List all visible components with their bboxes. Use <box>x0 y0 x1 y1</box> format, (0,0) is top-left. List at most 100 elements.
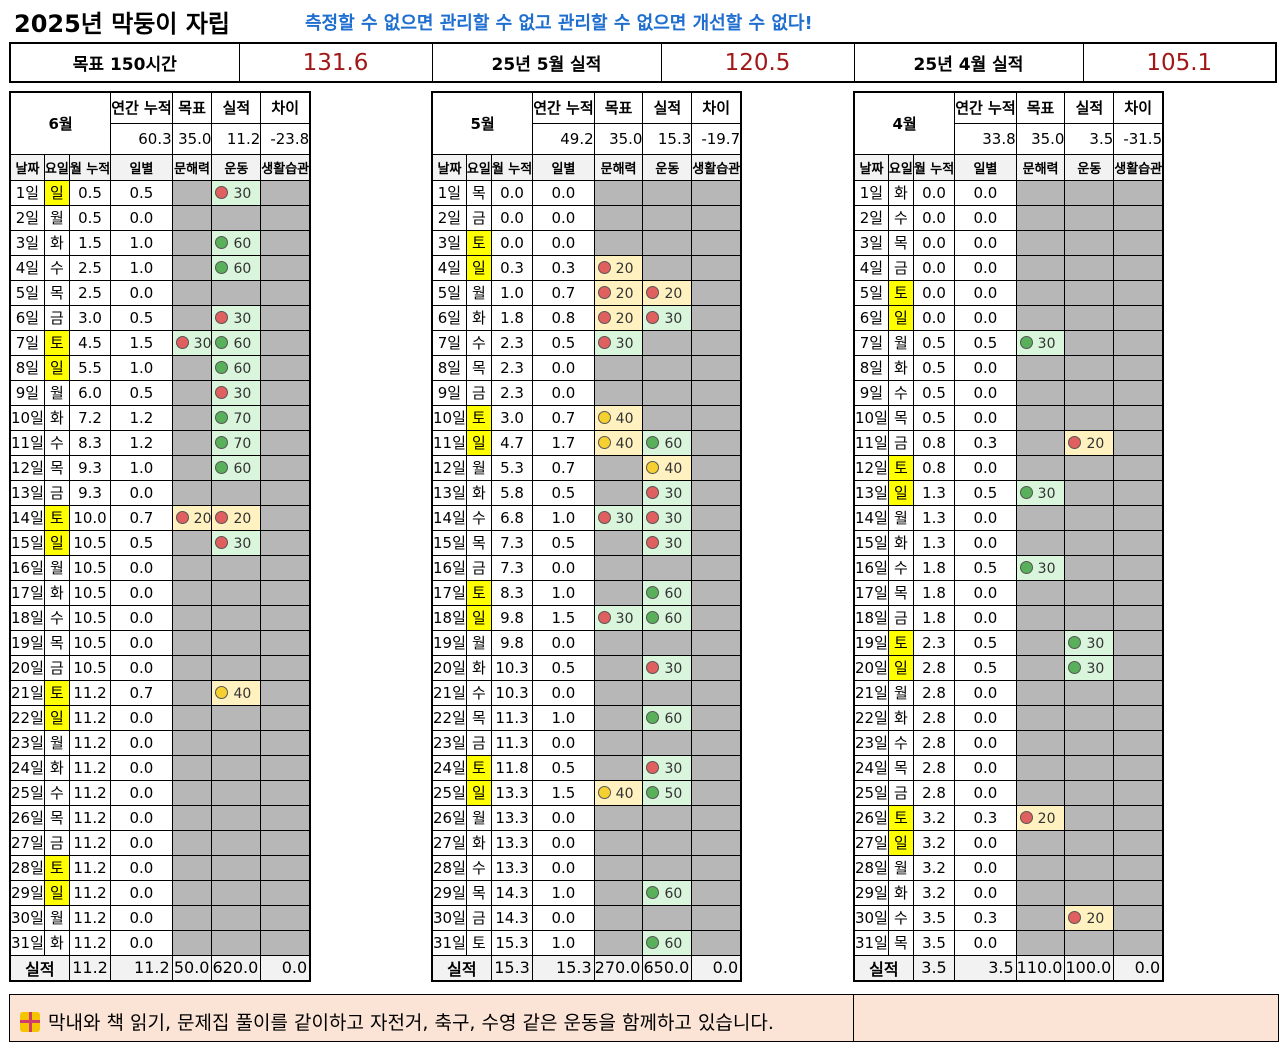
exercise-empty[interactable] <box>1064 229 1115 256</box>
exercise-cell[interactable]: 20 <box>1064 904 1115 931</box>
summary-may-value[interactable]: 120.5 <box>660 42 855 83</box>
literacy-cell[interactable]: 30 <box>593 504 644 531</box>
exercise-empty[interactable] <box>1064 754 1115 781</box>
exercise-empty[interactable] <box>211 854 262 881</box>
habits-cell[interactable] <box>1113 904 1164 931</box>
habits-cell[interactable] <box>260 804 311 831</box>
habits-cell[interactable] <box>1113 629 1164 656</box>
exercise-cell[interactable]: 30 <box>642 304 693 331</box>
literacy-empty[interactable] <box>171 929 213 956</box>
literacy-empty[interactable] <box>593 529 644 556</box>
exercise-empty[interactable] <box>1064 404 1115 431</box>
literacy-empty[interactable] <box>593 179 644 206</box>
literacy-empty[interactable] <box>593 829 644 856</box>
exercise-empty[interactable] <box>642 254 693 281</box>
exercise-empty[interactable] <box>211 279 262 306</box>
habits-cell[interactable] <box>1113 804 1164 831</box>
exercise-empty[interactable] <box>1064 704 1115 731</box>
exercise-empty[interactable] <box>211 754 262 781</box>
habits-cell[interactable] <box>691 329 742 356</box>
literacy-empty[interactable] <box>593 629 644 656</box>
exercise-cell[interactable]: 40 <box>642 454 693 481</box>
literacy-cell[interactable]: 40 <box>593 779 644 806</box>
habits-cell[interactable] <box>691 754 742 781</box>
exercise-cell[interactable]: 60 <box>642 429 693 456</box>
habits-cell[interactable] <box>691 704 742 731</box>
exercise-cell[interactable]: 50 <box>642 779 693 806</box>
exercise-empty[interactable] <box>211 879 262 906</box>
literacy-empty[interactable] <box>593 929 644 956</box>
literacy-empty[interactable] <box>171 254 213 281</box>
literacy-empty[interactable] <box>1015 729 1066 756</box>
habits-cell[interactable] <box>691 254 742 281</box>
literacy-empty[interactable] <box>171 379 213 406</box>
exercise-cell[interactable]: 60 <box>211 254 262 281</box>
literacy-empty[interactable] <box>171 629 213 656</box>
habits-cell[interactable] <box>260 829 311 856</box>
literacy-empty[interactable] <box>171 479 213 506</box>
habits-cell[interactable] <box>1113 679 1164 706</box>
habits-cell[interactable] <box>260 179 311 206</box>
habits-cell[interactable] <box>1113 754 1164 781</box>
exercise-cell[interactable]: 60 <box>211 454 262 481</box>
exercise-empty[interactable] <box>642 804 693 831</box>
habits-cell[interactable] <box>691 729 742 756</box>
literacy-empty[interactable] <box>593 879 644 906</box>
exercise-empty[interactable] <box>1064 379 1115 406</box>
exercise-empty[interactable] <box>1064 454 1115 481</box>
literacy-empty[interactable] <box>593 204 644 231</box>
exercise-empty[interactable] <box>211 204 262 231</box>
habits-cell[interactable] <box>260 429 311 456</box>
exercise-cell[interactable]: 40 <box>211 679 262 706</box>
literacy-empty[interactable] <box>1015 229 1066 256</box>
exercise-cell[interactable]: 60 <box>642 704 693 731</box>
exercise-cell[interactable]: 60 <box>211 229 262 256</box>
literacy-empty[interactable] <box>1015 504 1066 531</box>
habits-cell[interactable] <box>1113 304 1164 331</box>
habits-cell[interactable] <box>1113 479 1164 506</box>
habits-cell[interactable] <box>1113 379 1164 406</box>
habits-cell[interactable] <box>260 479 311 506</box>
exercise-empty[interactable] <box>1064 679 1115 706</box>
habits-cell[interactable] <box>691 604 742 631</box>
habits-cell[interactable] <box>691 354 742 381</box>
exercise-empty[interactable] <box>1064 779 1115 806</box>
literacy-empty[interactable] <box>171 304 213 331</box>
summary-april-value[interactable]: 105.1 <box>1082 42 1277 83</box>
exercise-cell[interactable]: 70 <box>211 404 262 431</box>
habits-cell[interactable] <box>1113 554 1164 581</box>
habits-cell[interactable] <box>1113 179 1164 206</box>
exercise-empty[interactable] <box>211 904 262 931</box>
habits-cell[interactable] <box>260 629 311 656</box>
habits-cell[interactable] <box>260 754 311 781</box>
literacy-empty[interactable] <box>1015 529 1066 556</box>
habits-cell[interactable] <box>691 429 742 456</box>
exercise-cell[interactable]: 30 <box>211 179 262 206</box>
literacy-empty[interactable] <box>171 404 213 431</box>
literacy-empty[interactable] <box>1015 654 1066 681</box>
exercise-empty[interactable] <box>1064 929 1115 956</box>
habits-cell[interactable] <box>260 929 311 956</box>
habits-cell[interactable] <box>1113 279 1164 306</box>
habits-cell[interactable] <box>260 854 311 881</box>
exercise-empty[interactable] <box>642 204 693 231</box>
exercise-empty[interactable] <box>211 479 262 506</box>
exercise-empty[interactable] <box>1064 504 1115 531</box>
habits-cell[interactable] <box>691 554 742 581</box>
exercise-empty[interactable] <box>211 829 262 856</box>
literacy-empty[interactable] <box>1015 254 1066 281</box>
stat-annual-value[interactable]: 49.2 <box>532 122 595 155</box>
stat-actual-value[interactable]: 11.2 <box>211 122 262 155</box>
exercise-empty[interactable] <box>1064 529 1115 556</box>
literacy-empty[interactable] <box>1015 454 1066 481</box>
literacy-empty[interactable] <box>1015 679 1066 706</box>
literacy-cell[interactable]: 30 <box>1015 479 1066 506</box>
literacy-empty[interactable] <box>1015 429 1066 456</box>
literacy-empty[interactable] <box>593 379 644 406</box>
exercise-cell[interactable]: 30 <box>1064 654 1115 681</box>
habits-cell[interactable] <box>691 879 742 906</box>
literacy-empty[interactable] <box>593 229 644 256</box>
exercise-empty[interactable] <box>1064 604 1115 631</box>
habits-cell[interactable] <box>260 404 311 431</box>
literacy-cell[interactable]: 40 <box>593 429 644 456</box>
